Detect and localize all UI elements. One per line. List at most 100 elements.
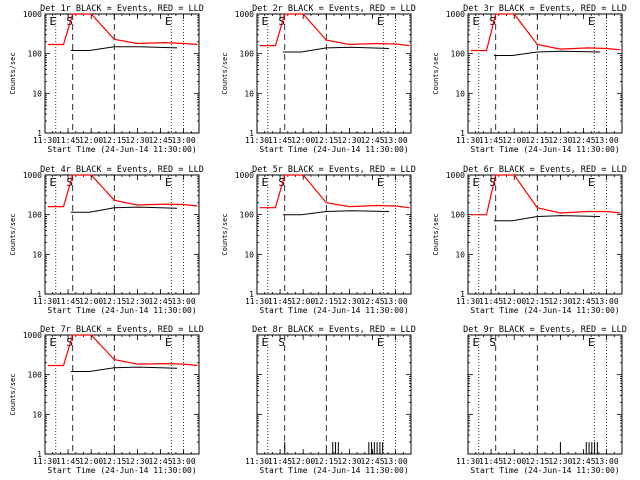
- events-series-line: [493, 215, 601, 222]
- x-tick-label: 12:15: [314, 297, 338, 306]
- panel-det-6r: Det 6r BLACK = Events, RED = LLD 1 10 100 10…: [432, 165, 627, 315]
- interval-marker-s: S: [66, 176, 73, 189]
- x-tick-label: 12:30: [337, 457, 361, 466]
- x-tick-label: 12:15: [102, 136, 126, 145]
- panel-det-7r: Det 7r BLACK = Events, RED = LLD 1 10 100 10…: [9, 325, 204, 475]
- lld-series-line: [47, 334, 198, 367]
- y-tick-label: 1000: [235, 171, 254, 180]
- y-tick-label: 10: [244, 89, 254, 98]
- interval-marker-e: E: [472, 336, 479, 349]
- lld-series-line: [259, 13, 410, 47]
- y-tick-label: 1: [37, 290, 42, 299]
- panel-title: Det 2r BLACK = Events, RED = LLD: [252, 4, 416, 14]
- events-series-line: [70, 366, 178, 372]
- x-tick-label: 12:45: [571, 457, 595, 466]
- panel-title: Det 5r BLACK = Events, RED = LLD: [252, 165, 416, 175]
- panel-det-4r: Det 4r BLACK = Events, RED = LLD 1 10 100 10…: [9, 165, 204, 315]
- x-tick-label: 13:00: [595, 136, 619, 145]
- x-tick-label: 12:30: [548, 297, 572, 306]
- panel-title: Det 4r BLACK = Events, RED = LLD: [40, 165, 204, 175]
- x-axis-label: Start Time (24-Jun-14 11:30:00): [259, 306, 408, 315]
- x-tick-label: 12:00: [502, 136, 526, 145]
- x-tick-label: 11:45: [479, 297, 503, 306]
- plot-frame: [44, 13, 200, 134]
- x-tick-label: 12:45: [148, 136, 172, 145]
- x-tick-label: 13:00: [384, 136, 408, 145]
- x-tick-label: 11:30: [456, 457, 480, 466]
- events-series-line: [282, 46, 390, 53]
- interval-marker-e: E: [49, 15, 56, 28]
- x-tick-label: 12:30: [337, 297, 361, 306]
- x-tick-label: 12:30: [337, 136, 361, 145]
- lld-series-line: [470, 174, 621, 216]
- x-tick-label: 12:30: [125, 297, 149, 306]
- y-tick-label: 1000: [23, 10, 42, 19]
- events-series-line: [70, 206, 178, 213]
- x-tick-label: 11:45: [56, 297, 80, 306]
- panel-title: Det 3r BLACK = Events, RED = LLD: [463, 4, 627, 14]
- x-tick-label: 12:15: [525, 457, 549, 466]
- x-tick-label: 11:45: [268, 136, 292, 145]
- y-axis-label: Counts/sec: [9, 52, 17, 94]
- y-tick-label: 10: [32, 89, 42, 98]
- interval-marker-e: E: [261, 336, 268, 349]
- x-tick-label: 12:30: [548, 457, 572, 466]
- x-tick-label: 12:15: [314, 136, 338, 145]
- y-tick-label: 10: [455, 89, 465, 98]
- interval-marker-e: E: [377, 176, 384, 189]
- y-axis-label: Counts/sec: [9, 373, 17, 415]
- panel-title: Det 1r BLACK = Events, RED = LLD: [40, 4, 204, 14]
- interval-marker-s: S: [278, 15, 285, 28]
- events-series-line: [493, 50, 601, 56]
- x-tick-label: 13:00: [384, 457, 408, 466]
- y-tick-label: 100: [451, 211, 466, 220]
- x-axis-label: Start Time (24-Jun-14 11:30:00): [259, 145, 408, 154]
- plot-frame: [467, 334, 623, 455]
- panel-det-2r: Det 2r BLACK = Events, RED = LLD 1 10 100 10…: [221, 4, 416, 154]
- y-axis-label: Counts/sec: [221, 213, 229, 255]
- x-tick-label: 11:45: [56, 136, 80, 145]
- events-series-line: [70, 46, 178, 51]
- x-tick-label: 11:30: [456, 136, 480, 145]
- x-tick-label: 13:00: [595, 297, 619, 306]
- interval-marker-s: S: [66, 336, 73, 349]
- x-tick-label: 11:45: [268, 297, 292, 306]
- interval-marker-e: E: [49, 176, 56, 189]
- x-axis-label: Start Time (24-Jun-14 11:30:00): [47, 306, 196, 315]
- x-tick-label: 12:30: [548, 136, 572, 145]
- x-tick-label: 12:00: [291, 136, 315, 145]
- lld-series-line: [259, 174, 410, 209]
- lld-series-line: [470, 13, 621, 52]
- y-tick-label: 100: [240, 50, 255, 59]
- y-tick-label: 100: [28, 211, 43, 220]
- x-axis-label: Start Time (24-Jun-14 11:30:00): [470, 145, 619, 154]
- interval-marker-s: S: [66, 15, 73, 28]
- interval-marker-e: E: [261, 15, 268, 28]
- y-tick-label: 1: [249, 129, 254, 138]
- x-tick-label: 12:45: [360, 136, 384, 145]
- y-tick-label: 1000: [23, 171, 42, 180]
- x-tick-label: 12:30: [125, 136, 149, 145]
- y-tick-label: 100: [240, 211, 255, 220]
- x-tick-label: 13:00: [595, 457, 619, 466]
- x-axis-label: Start Time (24-Jun-14 11:30:00): [47, 145, 196, 154]
- interval-marker-e: E: [49, 336, 56, 349]
- panel-title: Det 6r BLACK = Events, RED = LLD: [463, 165, 627, 175]
- interval-marker-s: S: [278, 176, 285, 189]
- x-tick-label: 11:45: [56, 457, 80, 466]
- lld-series-line: [47, 174, 198, 208]
- lld-series-line: [47, 13, 198, 46]
- x-tick-label: 11:30: [456, 297, 480, 306]
- panel-title: Det 7r BLACK = Events, RED = LLD: [40, 325, 204, 335]
- interval-marker-e: E: [165, 336, 172, 349]
- interval-marker-e: E: [261, 176, 268, 189]
- x-tick-label: 12:15: [102, 457, 126, 466]
- y-tick-label: 10: [244, 250, 254, 259]
- y-tick-label: 10: [32, 250, 42, 259]
- panel-det-5r: Det 5r BLACK = Events, RED = LLD 1 10 100 10…: [221, 165, 416, 315]
- x-tick-label: 12:45: [148, 457, 172, 466]
- x-tick-label: 12:15: [525, 297, 549, 306]
- panel-det-9r: Det 9r BLACK = Events, RED = LLD 11:30 11:…: [456, 325, 627, 475]
- x-axis-label: Start Time (24-Jun-14 11:30:00): [259, 466, 408, 475]
- x-tick-label: 12:15: [314, 457, 338, 466]
